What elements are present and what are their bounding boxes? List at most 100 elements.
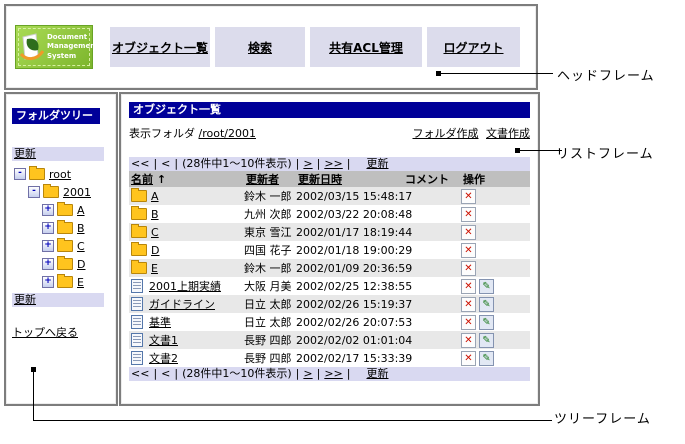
- page-status: (28件中1～10件表示): [182, 157, 292, 170]
- table-row: ガイドライン 日立 太郎 2002/02/26 15:19:37 ✕ ✎: [129, 295, 530, 313]
- tree-refresh-link[interactable]: 更新: [14, 147, 36, 160]
- name-cell: 文書1: [129, 332, 244, 348]
- tree-folder-link[interactable]: root: [49, 167, 72, 181]
- list-refresh-link[interactable]: 更新: [366, 367, 389, 380]
- tree-annotation-line-vertical: [33, 370, 34, 421]
- object-name-link[interactable]: 基準: [149, 316, 171, 329]
- create-folder-link[interactable]: フォルダ作成: [412, 127, 479, 140]
- tree-refresh-link[interactable]: 更新: [14, 293, 36, 306]
- edit-checkout-icon[interactable]: ✎: [479, 278, 494, 294]
- edit-checkout-icon[interactable]: ✎: [479, 314, 494, 330]
- delete-icon[interactable]: ✕: [461, 314, 476, 330]
- current-folder: 表示フォルダ /root/2001: [129, 125, 256, 140]
- object-name-link[interactable]: A: [151, 189, 159, 203]
- tree-folder-link[interactable]: B: [77, 221, 85, 235]
- folder-icon: [57, 274, 73, 288]
- table-row: B 九州 次郎 2002/03/22 20:08:48 ✕: [129, 205, 530, 223]
- current-folder-link[interactable]: /root/2001: [198, 127, 256, 140]
- nav-object-list[interactable]: オブジェクト一覧: [110, 27, 210, 67]
- delete-icon[interactable]: ✕: [461, 242, 476, 258]
- object-name-link[interactable]: B: [151, 207, 159, 221]
- separator: |: [153, 367, 158, 380]
- tree-refresh-top-bar: 更新: [12, 147, 104, 161]
- collapse-icon[interactable]: -: [28, 186, 40, 198]
- expand-icon[interactable]: +: [42, 222, 54, 234]
- page-next[interactable]: >: [303, 157, 313, 170]
- edit-checkout-icon[interactable]: ✎: [479, 296, 494, 312]
- delete-icon[interactable]: ✕: [461, 206, 476, 222]
- page-status: (28件中1～10件表示): [182, 367, 292, 380]
- column-operations: 操作: [463, 173, 485, 186]
- page-next[interactable]: >: [303, 367, 313, 380]
- expand-icon[interactable]: +: [42, 258, 54, 270]
- operations-cell: ✕: [461, 242, 521, 258]
- object-name-link[interactable]: ガイドライン: [149, 298, 215, 311]
- back-to-top-link[interactable]: トップへ戻る: [12, 326, 78, 339]
- column-updater[interactable]: 更新者: [246, 173, 279, 186]
- column-name[interactable]: 名前: [131, 173, 153, 186]
- nav-search[interactable]: 検索: [215, 27, 305, 67]
- operations-cell: ✕ ✎: [461, 278, 521, 294]
- folder-icon: [57, 256, 73, 270]
- object-name-link[interactable]: E: [151, 261, 158, 275]
- page-last[interactable]: >>: [324, 367, 343, 380]
- separator: |: [295, 157, 300, 170]
- tree-folder-link[interactable]: 2001: [63, 185, 91, 199]
- tree-folder-link[interactable]: E: [77, 275, 84, 289]
- document-icon: [131, 297, 143, 311]
- table-header: 名前 ↑ 更新者 更新日時 コメント 操作: [129, 171, 530, 187]
- tree-folder-link[interactable]: A: [77, 203, 85, 217]
- expand-icon[interactable]: +: [42, 240, 54, 252]
- object-name-link[interactable]: 文書2: [149, 352, 178, 365]
- updater-cell: 長野 四郎: [244, 352, 292, 365]
- updated-cell: 2002/02/26 15:19:37: [296, 297, 413, 311]
- updater-cell: 四国 花子: [244, 244, 292, 257]
- table-row: 2001上期実績 大阪 月美 2002/02/25 12:38:55 ✕ ✎: [129, 277, 530, 295]
- updater-cell: 大阪 月美: [244, 280, 292, 293]
- folder-icon: [29, 166, 45, 180]
- operations-cell: ✕: [461, 260, 521, 276]
- folder-icon: [131, 224, 147, 238]
- head-annotation-dot: [436, 71, 441, 76]
- page-prev: <: [161, 157, 171, 170]
- tree-folder-link[interactable]: C: [77, 239, 85, 253]
- object-name-link[interactable]: D: [151, 243, 160, 257]
- list-refresh-link[interactable]: 更新: [366, 157, 389, 170]
- edit-checkout-icon[interactable]: ✎: [479, 350, 494, 366]
- tree-folder-link[interactable]: D: [77, 257, 86, 271]
- delete-icon[interactable]: ✕: [461, 296, 476, 312]
- delete-icon[interactable]: ✕: [461, 260, 476, 276]
- name-cell: 文書2: [129, 350, 244, 366]
- separator: |: [174, 367, 179, 380]
- expand-icon[interactable]: +: [42, 276, 54, 288]
- document-icon: [131, 279, 143, 293]
- delete-icon[interactable]: ✕: [461, 350, 476, 366]
- column-updated[interactable]: 更新日時: [298, 173, 342, 186]
- table-row: C 東京 雪江 2002/01/17 18:19:44 ✕: [129, 223, 530, 241]
- tree-frame-annotation: ツリーフレーム: [554, 412, 651, 427]
- current-folder-label: 表示フォルダ: [129, 127, 195, 140]
- updated-cell: 2002/02/17 15:33:39: [296, 351, 413, 365]
- folder-icon: [43, 184, 59, 198]
- expand-icon[interactable]: +: [42, 204, 54, 216]
- delete-icon[interactable]: ✕: [461, 278, 476, 294]
- page-last[interactable]: >>: [324, 157, 343, 170]
- nav-logout[interactable]: ログアウト: [427, 27, 520, 67]
- updated-cell: 2002/02/02 01:01:04: [296, 333, 413, 347]
- name-cell: 基準: [129, 314, 244, 330]
- delete-icon[interactable]: ✕: [461, 332, 476, 348]
- list-annotation-dot: [515, 148, 520, 153]
- object-name-link[interactable]: 2001上期実績: [149, 280, 221, 293]
- tree-node: + A: [12, 201, 110, 219]
- delete-icon[interactable]: ✕: [461, 188, 476, 204]
- updated-cell: 2002/02/25 12:38:55: [296, 279, 413, 293]
- create-document-link[interactable]: 文書作成: [486, 127, 530, 140]
- delete-icon[interactable]: ✕: [461, 224, 476, 240]
- object-name-link[interactable]: C: [151, 225, 159, 239]
- list-title: オブジェクト一覧: [129, 102, 530, 118]
- nav-shared-acl[interactable]: 共有ACL管理: [310, 27, 422, 67]
- object-name-link[interactable]: 文書1: [149, 334, 178, 347]
- edit-checkout-icon[interactable]: ✎: [479, 332, 494, 348]
- collapse-icon[interactable]: -: [14, 168, 26, 180]
